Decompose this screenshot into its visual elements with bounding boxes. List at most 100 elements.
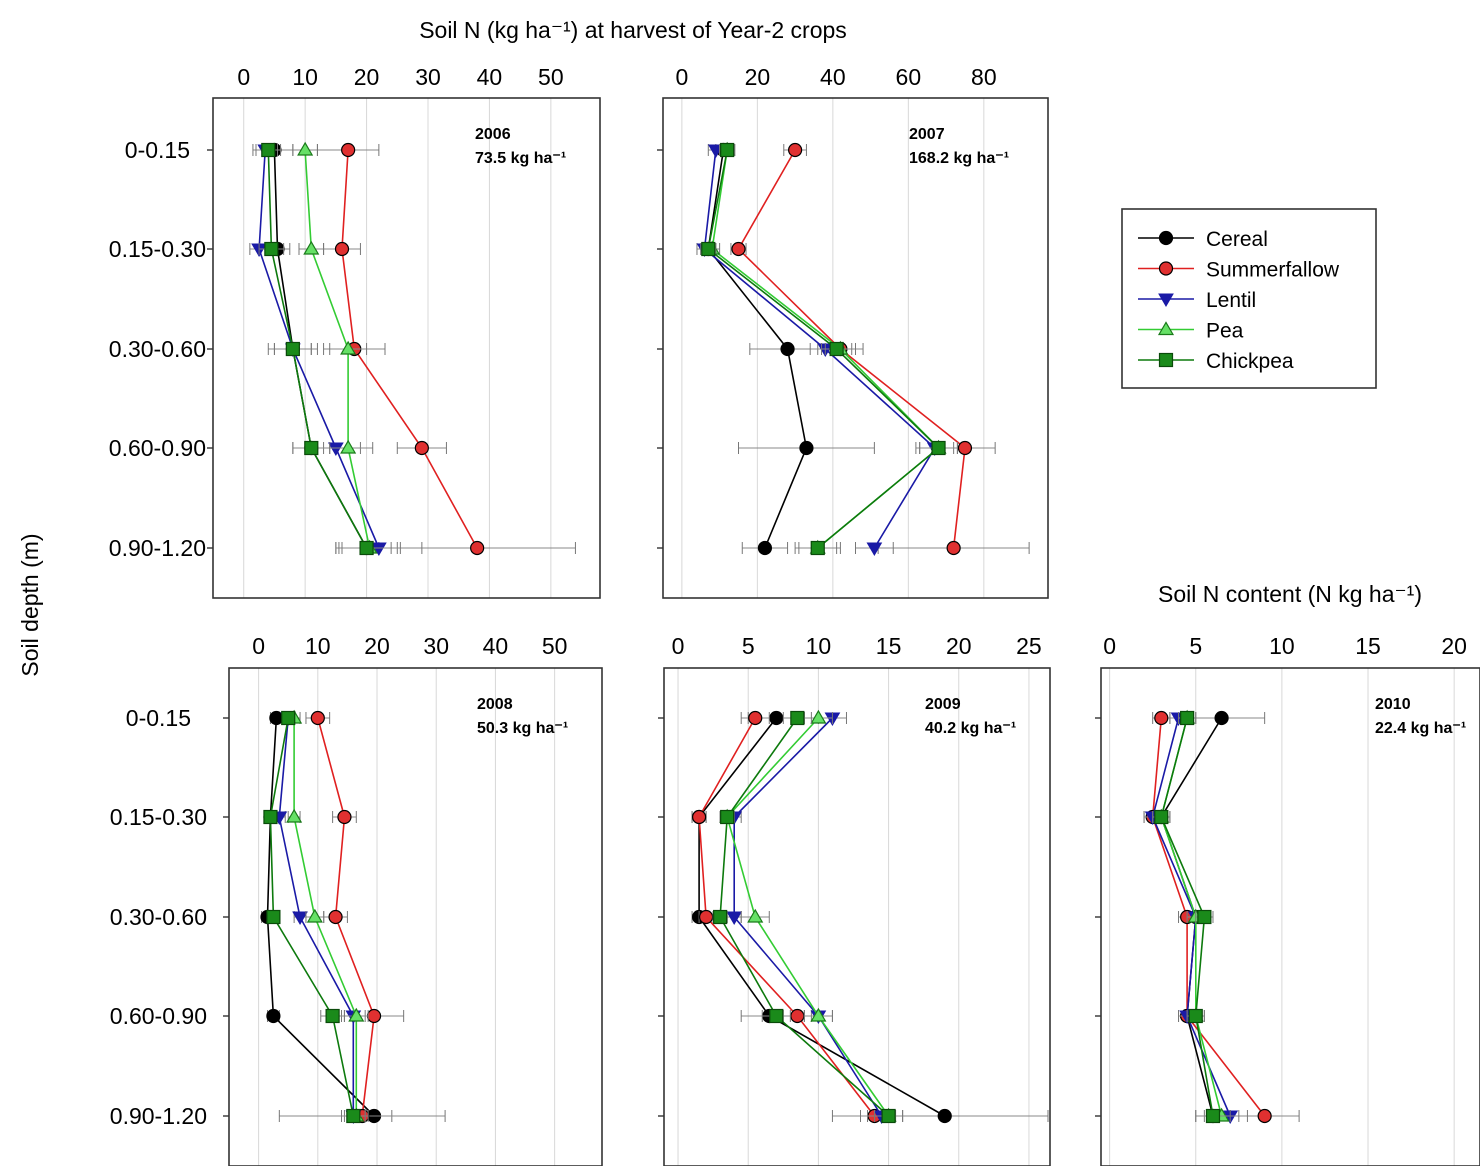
x-tick-label: 0: [1103, 633, 1116, 659]
depth-label: 0.90-1.20: [110, 1103, 207, 1129]
data-point: [263, 809, 278, 825]
data-point: [285, 341, 300, 357]
x-tick-label: 50: [538, 64, 564, 90]
annotation-total: 50.3 kg ha⁻¹: [477, 720, 568, 737]
data-point: [713, 909, 728, 925]
data-point: [720, 142, 735, 158]
series-chickpea: [712, 710, 904, 1124]
legend-label: Lentil: [1206, 289, 1256, 312]
data-point: [790, 710, 805, 726]
series-pea: [719, 709, 904, 1122]
annotation-total: 22.4 kg ha⁻¹: [1375, 720, 1466, 737]
data-point: [470, 540, 485, 556]
data-point: [1154, 710, 1169, 726]
data-point: [341, 142, 356, 158]
data-point: [931, 440, 946, 456]
plot-frame: [212, 97, 601, 599]
data-point: [720, 809, 735, 825]
data-point: [881, 1108, 896, 1124]
depth-label: 0.15-0.30: [109, 236, 206, 262]
data-point: [810, 1007, 827, 1022]
x-tick-label: 15: [876, 633, 902, 659]
x-tick-label: 5: [1189, 633, 1202, 659]
x-tick-label: 30: [415, 64, 441, 90]
annotation-total: 168.2 kg ha⁻¹: [909, 150, 1009, 167]
data-point: [780, 341, 795, 357]
top-title: Soil N (kg ha⁻¹) at harvest of Year-2 cr…: [419, 17, 847, 43]
series-chickpea: [700, 142, 958, 556]
data-point: [1205, 1108, 1221, 1124]
x-tick-label: 20: [364, 633, 390, 659]
plot-frame: [228, 667, 603, 1166]
data-point: [747, 908, 764, 923]
data-point: [366, 1008, 382, 1024]
data-point: [292, 911, 308, 925]
data-point: [731, 241, 746, 257]
x-tick-label: 40: [483, 633, 509, 659]
data-point: [266, 1008, 281, 1024]
x-tick-label: 20: [1441, 633, 1467, 659]
data-point: [726, 911, 743, 925]
data-point: [701, 241, 716, 257]
data-point: [788, 142, 803, 158]
annotation-year: 2009: [925, 696, 961, 713]
series-summerfallow: [1143, 710, 1300, 1124]
annotation-year: 2007: [909, 126, 945, 143]
series-chickpea: [255, 142, 392, 556]
annotation-total: 73.5 kg ha⁻¹: [475, 150, 566, 167]
data-point: [799, 440, 814, 456]
depth-label: 0.60-0.90: [110, 1003, 207, 1029]
x-tick-label: 15: [1355, 633, 1381, 659]
depth-label: 0-0.15: [126, 705, 191, 731]
x-tick-label: 80: [971, 64, 997, 90]
data-point: [297, 141, 314, 156]
data-point: [325, 1008, 340, 1024]
data-point: [337, 809, 352, 825]
data-point: [328, 909, 343, 925]
data-point: [1180, 710, 1195, 726]
legend-item-chickpea: Chickpea: [1138, 350, 1294, 373]
depth-label: 0.90-1.20: [109, 535, 206, 561]
data-point: [769, 1008, 784, 1024]
data-point: [281, 710, 296, 726]
legend-marker: [1158, 293, 1174, 307]
legend-item-lentil: Lentil: [1138, 289, 1256, 312]
x-tick-label: 0: [675, 64, 688, 90]
data-point: [261, 142, 276, 158]
legend-item-pea: Pea: [1138, 320, 1244, 343]
data-point: [303, 240, 320, 255]
x-tick-label: 60: [896, 64, 922, 90]
data-point: [866, 542, 883, 556]
x-tick-label: 30: [423, 633, 449, 659]
depth-label: 0-0.15: [125, 137, 190, 163]
series-chickpea: [263, 710, 366, 1124]
data-point: [348, 1007, 365, 1022]
x-tick-label: 10: [305, 633, 331, 659]
annotation-year: 2008: [477, 696, 513, 713]
legend-label: Chickpea: [1206, 350, 1294, 373]
depth-label: 0.15-0.30: [110, 804, 207, 830]
data-point: [1214, 710, 1229, 726]
right-title: Soil N content (N kg ha⁻¹): [1158, 581, 1422, 607]
legend: Cereal Summerfallow Lentil Pea Chickpea: [1121, 208, 1377, 389]
data-point: [957, 440, 973, 456]
x-tick-label: 10: [1269, 633, 1295, 659]
data-point: [1197, 909, 1212, 925]
data-point: [699, 909, 714, 925]
data-point: [946, 540, 961, 556]
x-tick-label: 10: [292, 64, 318, 90]
data-point: [748, 710, 763, 726]
data-point: [306, 908, 323, 923]
legend-item-cereal: Cereal: [1138, 228, 1268, 251]
data-point: [691, 809, 707, 825]
plot-frame: [1100, 667, 1480, 1166]
panel-2010: 0 5 10 15 20 2010 22.4 kg ha⁻¹: [1095, 633, 1480, 1166]
legend-label: Pea: [1206, 320, 1244, 343]
data-point: [304, 440, 319, 456]
x-tick-label: 40: [820, 64, 846, 90]
annotation-year: 2006: [475, 126, 511, 143]
data-point: [757, 540, 773, 556]
data-point: [359, 540, 374, 556]
panel-2006: 0 10 20 30 40 50 0-0.15 0.15-0.30 0.30-0.60 0.60-…: [109, 64, 601, 599]
